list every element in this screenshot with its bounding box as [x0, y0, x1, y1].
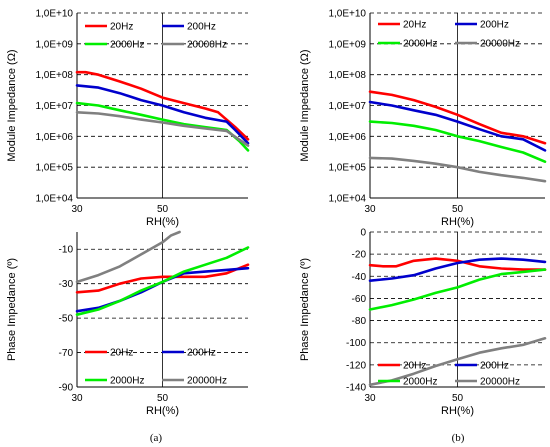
series-line-2000hz: [368, 120, 547, 163]
series-line-20000hz: [75, 111, 250, 147]
y-tick-label: -10: [59, 245, 74, 256]
y-tick-label: 1,0E+09: [35, 39, 73, 50]
y-axis-label: Module Impedance (Ω): [299, 49, 311, 161]
y-tick-label: -140: [346, 383, 366, 394]
y-tick-label: -70: [59, 348, 74, 359]
y-tick-label: -120: [346, 360, 366, 371]
series-line-20000hz: [75, 230, 181, 284]
y-axis-label: Module Impedance (Ω): [6, 49, 18, 161]
legend-label: 20Hz: [403, 361, 426, 372]
chart-a-top: 1,0E+04 1,0E+05 1,0E+06 1,0E+07 1,0E+08 1,0E+…: [6, 9, 250, 228]
legend-label: 200Hz: [187, 22, 216, 33]
x-tick-label: 50: [157, 204, 169, 215]
y-tick-label: 1,0E+10: [35, 9, 73, 20]
series-line-200hz: [368, 257, 547, 283]
y-tick-label: 1,0E+06: [328, 132, 366, 143]
y-tick-label: -60: [352, 294, 367, 305]
y-tick-label: -100: [346, 338, 366, 349]
legend-label: 2000Hz: [110, 376, 144, 387]
y-tick-label: -90: [59, 383, 74, 394]
y-tick-label: 1,0E+08: [35, 70, 73, 81]
series-line-20hz: [368, 257, 547, 271]
x-tick-label: 50: [452, 204, 464, 215]
series-line-20hz: [75, 263, 250, 294]
series-line-200hz: [368, 100, 547, 152]
series-line-2000hz: [75, 246, 250, 317]
x-tick-label: 30: [71, 393, 83, 404]
y-tick-label: -40: [352, 272, 367, 283]
x-axis-label: RH(%): [146, 405, 179, 417]
x-tick-label: 50: [452, 393, 464, 404]
legend-label: 20000Hz: [187, 376, 227, 387]
y-tick-label: 1,0E+10: [328, 9, 366, 20]
y-axis-label: Phase Impedance (º): [6, 258, 18, 361]
y-tick-label: -20: [352, 250, 367, 261]
x-tick-label: 30: [364, 204, 376, 215]
y-tick-label: 1,0E+06: [35, 132, 73, 143]
y-tick-label: 1,0E+07: [35, 101, 73, 112]
legend-label: 2000Hz: [403, 377, 437, 388]
y-tick-label: 1,0E+08: [328, 70, 366, 81]
x-tick-label: 50: [157, 393, 169, 404]
legend-label: 20000Hz: [480, 39, 520, 50]
x-axis-label: RH(%): [441, 405, 474, 417]
y-tick-label: 1,0E+09: [328, 39, 366, 50]
panel-label-a: (a): [150, 432, 163, 444]
y-tick-label: -80: [352, 316, 367, 327]
x-tick-label: 30: [364, 393, 376, 404]
series-line-20hz: [75, 70, 250, 141]
legend-label: 200Hz: [480, 361, 509, 372]
series-line-200hz: [75, 84, 250, 145]
legend-label: 20Hz: [110, 348, 133, 359]
legend-label: 200Hz: [187, 348, 216, 359]
series-line-20000hz: [368, 336, 547, 387]
y-tick-label: 1,0E+04: [35, 194, 73, 205]
legend-label: 20000Hz: [187, 40, 227, 51]
y-tick-label: -30: [59, 279, 74, 290]
x-axis-label: RH(%): [146, 216, 179, 228]
legend-label: 20000Hz: [480, 377, 520, 388]
y-tick-label: 1,0E+07: [328, 101, 366, 112]
y-axis-label: Phase Impedance (º): [299, 258, 311, 361]
legend-label: 2000Hz: [110, 40, 144, 51]
chart-b-top: 1,0E+04 1,0E+05 1,0E+06 1,0E+07 1,0E+08 1,0E+…: [299, 9, 547, 228]
y-tick-label: -50: [59, 314, 74, 325]
series-line-20hz: [368, 90, 547, 145]
x-axis-label: RH(%): [441, 216, 474, 228]
y-tick-label: 1,0E+05: [328, 163, 366, 174]
series-line-20000hz: [368, 156, 547, 183]
legend-label: 200Hz: [480, 20, 509, 31]
legend-label: 20Hz: [110, 22, 133, 33]
legend-label: 2000Hz: [403, 39, 437, 50]
panel-label-b: (b): [452, 432, 465, 444]
y-tick-label: 1,0E+04: [328, 194, 366, 205]
y-tick-label: 1,0E+05: [35, 163, 73, 174]
legend-label: 20Hz: [403, 20, 426, 31]
x-tick-label: 30: [71, 204, 83, 215]
series-line-2000hz: [368, 268, 547, 311]
y-tick-label: 0: [360, 228, 366, 239]
